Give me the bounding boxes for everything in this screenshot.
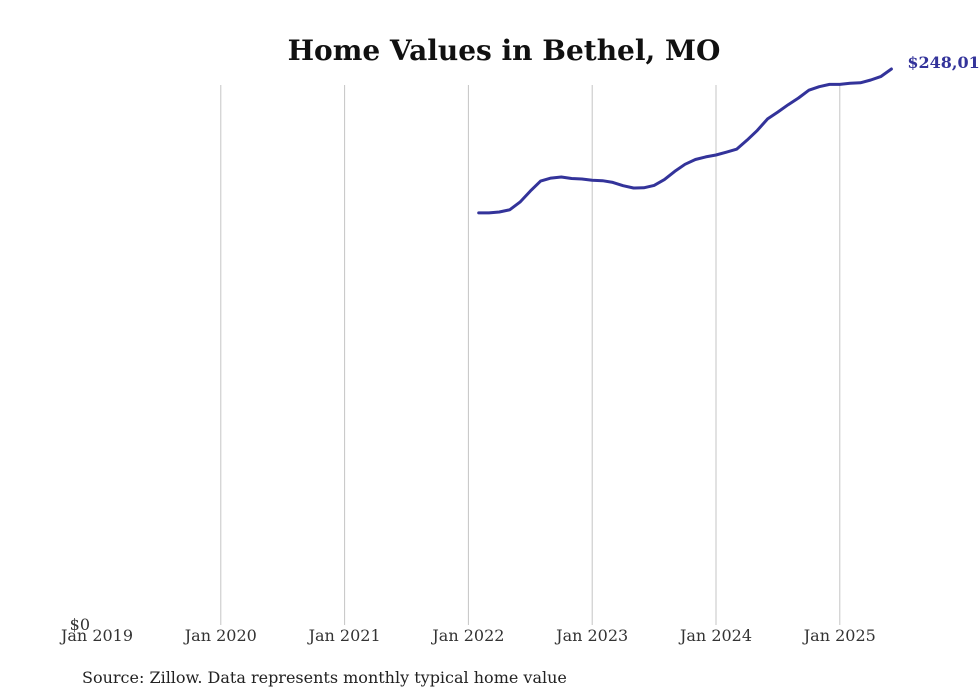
y-tick-label: $0 bbox=[70, 615, 90, 634]
x-tick-label: Jan 2021 bbox=[307, 626, 381, 645]
series-line bbox=[477, 67, 893, 215]
x-tick-label: Jan 2024 bbox=[678, 626, 752, 645]
end-value-label: $248,013 bbox=[907, 53, 980, 72]
x-tick-label: Jan 2020 bbox=[183, 626, 257, 645]
source-note: Source: Zillow. Data represents monthly … bbox=[82, 668, 567, 687]
chart-title: Home Values in Bethel, MO bbox=[288, 34, 721, 67]
x-tick-label: Jan 2025 bbox=[802, 626, 876, 645]
x-tick-label: Jan 2019 bbox=[59, 626, 133, 645]
x-tick-label: Jan 2023 bbox=[554, 626, 628, 645]
x-tick-label: Jan 2022 bbox=[430, 626, 504, 645]
